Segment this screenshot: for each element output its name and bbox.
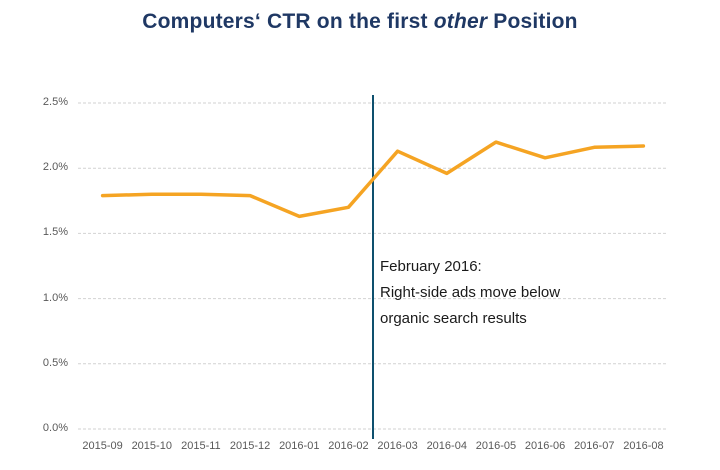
ctr-line-series-group [100,140,646,219]
annotation-line-1: February 2016: [380,258,482,275]
x-tick-label: 2016-07 [574,440,615,452]
divider-annotation: February 2016: Right-side ads move below… [380,254,560,332]
y-tick-label: 2.5% [42,96,68,108]
x-tick-label: 2015-12 [229,440,271,452]
y-tick-label: 0.5% [42,356,68,369]
annotation-line-3: organic search results [380,310,527,327]
x-tick-label: 2015-11 [181,440,221,452]
title-suffix: Position [487,10,578,33]
x-tick-label: 2016-08 [623,440,664,452]
chart-title: Computers‘ CTR on the first other Positi… [0,10,720,34]
x-tick-label: 2016-01 [279,440,320,452]
x-tick-label: 2016-03 [377,440,418,452]
y-tick-label: 1.0% [42,291,68,304]
x-tick-label: 2016-05 [475,440,517,452]
x-tick-label: 2015-10 [131,440,172,452]
title-prefix: Computers‘ CTR on the first [142,10,434,33]
y-tick-label: 1.5% [42,226,68,239]
x-tick-label: 2016-04 [426,440,467,452]
ctr-line [100,140,646,219]
title-italic-word: other [433,10,488,33]
x-tick-label: 2016-02 [328,440,369,452]
x-tick-label: 2015-09 [82,440,123,452]
y-tick-label: 0.0% [42,422,68,434]
x-tick-label: 2016-06 [524,440,566,452]
y-tick-label: 2.0% [42,161,68,174]
annotation-line-2: Right-side ads move below [380,284,561,301]
